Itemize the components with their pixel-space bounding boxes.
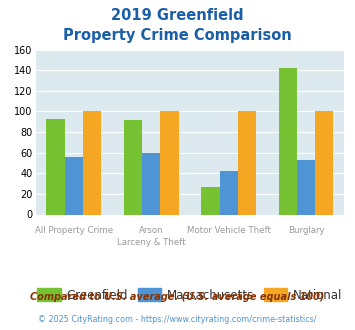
Bar [47,118,65,214]
Text: Motor Vehicle Theft: Motor Vehicle Theft [187,226,271,235]
Bar [124,120,142,214]
Text: Arson: Arson [139,226,164,235]
Bar [83,112,101,214]
Bar [65,157,83,214]
Text: Larceny & Theft: Larceny & Theft [117,238,186,247]
Bar [219,171,238,214]
Text: Property Crime Comparison: Property Crime Comparison [63,28,292,43]
Text: 2019 Greenfield: 2019 Greenfield [111,8,244,23]
Text: © 2025 CityRating.com - https://www.cityrating.com/crime-statistics/: © 2025 CityRating.com - https://www.city… [38,315,317,324]
Bar [279,68,297,214]
Bar [315,112,333,214]
Bar [297,160,315,214]
Bar [201,187,219,214]
Text: All Property Crime: All Property Crime [35,226,113,235]
Text: Compared to U.S. average. (U.S. average equals 100): Compared to U.S. average. (U.S. average … [30,292,325,302]
Bar [142,152,160,214]
Bar [238,112,256,214]
Bar [160,112,179,214]
Text: Burglary: Burglary [288,226,324,235]
Legend: Greenfield, Massachusetts, National: Greenfield, Massachusetts, National [32,283,348,306]
